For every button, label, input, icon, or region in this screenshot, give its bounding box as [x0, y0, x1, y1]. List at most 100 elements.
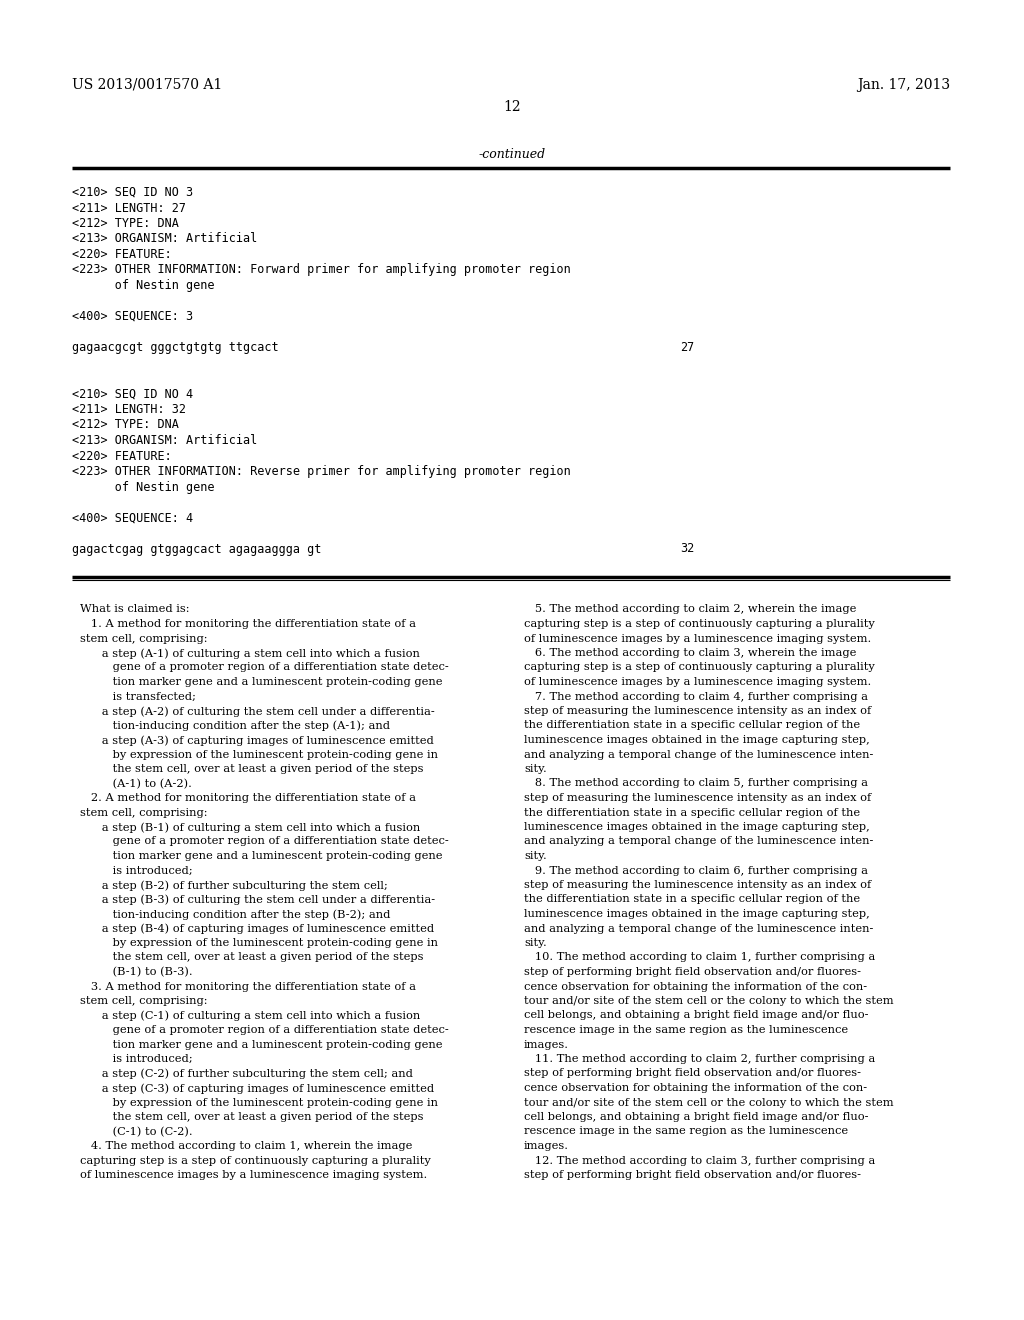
Text: of luminescence images by a luminescence imaging system.: of luminescence images by a luminescence… [524, 677, 871, 686]
Text: a step (C-1) of culturing a stem cell into which a fusion: a step (C-1) of culturing a stem cell in… [80, 1011, 420, 1022]
Text: -continued: -continued [478, 148, 546, 161]
Text: 9. The method according to claim 6, further comprising a: 9. The method according to claim 6, furt… [524, 866, 868, 875]
Text: the differentiation state in a specific cellular region of the: the differentiation state in a specific … [524, 808, 860, 817]
Text: tion-inducing condition after the step (A-1); and: tion-inducing condition after the step (… [80, 721, 390, 731]
Text: <211> LENGTH: 32: <211> LENGTH: 32 [72, 403, 186, 416]
Text: <213> ORGANISM: Artificial: <213> ORGANISM: Artificial [72, 232, 257, 246]
Text: 3. A method for monitoring the differentiation state of a: 3. A method for monitoring the different… [80, 982, 416, 991]
Text: a step (B-1) of culturing a stem cell into which a fusion: a step (B-1) of culturing a stem cell in… [80, 822, 420, 833]
Text: tion-inducing condition after the step (B-2); and: tion-inducing condition after the step (… [80, 909, 390, 920]
Text: cell belongs, and obtaining a bright field image and/or fluo-: cell belongs, and obtaining a bright fie… [524, 1111, 868, 1122]
Text: 32: 32 [680, 543, 694, 556]
Text: 5. The method according to claim 2, wherein the image: 5. The method according to claim 2, wher… [524, 605, 856, 615]
Text: 6. The method according to claim 3, wherein the image: 6. The method according to claim 3, wher… [524, 648, 856, 657]
Text: a step (C-2) of further subculturing the stem cell; and: a step (C-2) of further subculturing the… [80, 1068, 413, 1078]
Text: 2. A method for monitoring the differentiation state of a: 2. A method for monitoring the different… [80, 793, 416, 803]
Text: (A-1) to (A-2).: (A-1) to (A-2). [80, 779, 191, 789]
Text: the stem cell, over at least a given period of the steps: the stem cell, over at least a given per… [80, 764, 424, 774]
Text: of Nestin gene: of Nestin gene [72, 480, 214, 494]
Text: gene of a promoter region of a differentiation state detec-: gene of a promoter region of a different… [80, 663, 449, 672]
Text: step of performing bright field observation and/or fluores-: step of performing bright field observat… [524, 968, 861, 977]
Text: a step (B-3) of culturing the stem cell under a differentia-: a step (B-3) of culturing the stem cell … [80, 895, 435, 906]
Text: <400> SEQUENCE: 4: <400> SEQUENCE: 4 [72, 511, 194, 524]
Text: Jan. 17, 2013: Jan. 17, 2013 [857, 78, 950, 92]
Text: sity.: sity. [524, 851, 547, 861]
Text: is introduced;: is introduced; [80, 866, 193, 875]
Text: <400> SEQUENCE: 3: <400> SEQUENCE: 3 [72, 310, 194, 323]
Text: <223> OTHER INFORMATION: Forward primer for amplifying promoter region: <223> OTHER INFORMATION: Forward primer … [72, 264, 570, 276]
Text: <213> ORGANISM: Artificial: <213> ORGANISM: Artificial [72, 434, 257, 447]
Text: 12: 12 [503, 100, 521, 114]
Text: 4. The method according to claim 1, wherein the image: 4. The method according to claim 1, wher… [80, 1140, 413, 1151]
Text: is introduced;: is introduced; [80, 1053, 193, 1064]
Text: 27: 27 [680, 341, 694, 354]
Text: luminescence images obtained in the image capturing step,: luminescence images obtained in the imag… [524, 822, 869, 832]
Text: 10. The method according to claim 1, further comprising a: 10. The method according to claim 1, fur… [524, 953, 876, 962]
Text: stem cell, comprising:: stem cell, comprising: [80, 808, 208, 817]
Text: rescence image in the same region as the luminescence: rescence image in the same region as the… [524, 1126, 848, 1137]
Text: capturing step is a step of continuously capturing a plurality: capturing step is a step of continuously… [524, 619, 874, 630]
Text: 7. The method according to claim 4, further comprising a: 7. The method according to claim 4, furt… [524, 692, 868, 701]
Text: sity.: sity. [524, 764, 547, 774]
Text: a step (B-4) of capturing images of luminescence emitted: a step (B-4) of capturing images of lumi… [80, 924, 434, 935]
Text: stem cell, comprising:: stem cell, comprising: [80, 997, 208, 1006]
Text: the differentiation state in a specific cellular region of the: the differentiation state in a specific … [524, 721, 860, 730]
Text: a step (A-2) of culturing the stem cell under a differentia-: a step (A-2) of culturing the stem cell … [80, 706, 435, 717]
Text: by expression of the luminescent protein-coding gene in: by expression of the luminescent protein… [80, 939, 438, 948]
Text: step of measuring the luminescence intensity as an index of: step of measuring the luminescence inten… [524, 793, 871, 803]
Text: (B-1) to (B-3).: (B-1) to (B-3). [80, 968, 193, 977]
Text: <223> OTHER INFORMATION: Reverse primer for amplifying promoter region: <223> OTHER INFORMATION: Reverse primer … [72, 465, 570, 478]
Text: the stem cell, over at least a given period of the steps: the stem cell, over at least a given per… [80, 953, 424, 962]
Text: cell belongs, and obtaining a bright field image and/or fluo-: cell belongs, and obtaining a bright fie… [524, 1011, 868, 1020]
Text: cence observation for obtaining the information of the con-: cence observation for obtaining the info… [524, 1082, 867, 1093]
Text: tion marker gene and a luminescent protein-coding gene: tion marker gene and a luminescent prote… [80, 677, 442, 686]
Text: gagactcgag gtggagcact agagaaggga gt: gagactcgag gtggagcact agagaaggga gt [72, 543, 322, 556]
Text: 1. A method for monitoring the differentiation state of a: 1. A method for monitoring the different… [80, 619, 416, 630]
Text: 8. The method according to claim 5, further comprising a: 8. The method according to claim 5, furt… [524, 779, 868, 788]
Text: step of performing bright field observation and/or fluores-: step of performing bright field observat… [524, 1068, 861, 1078]
Text: images.: images. [524, 1040, 569, 1049]
Text: and analyzing a temporal change of the luminescence inten-: and analyzing a temporal change of the l… [524, 750, 873, 759]
Text: rescence image in the same region as the luminescence: rescence image in the same region as the… [524, 1026, 848, 1035]
Text: sity.: sity. [524, 939, 547, 948]
Text: the stem cell, over at least a given period of the steps: the stem cell, over at least a given per… [80, 1111, 424, 1122]
Text: the differentiation state in a specific cellular region of the: the differentiation state in a specific … [524, 895, 860, 904]
Text: images.: images. [524, 1140, 569, 1151]
Text: a step (A-1) of culturing a stem cell into which a fusion: a step (A-1) of culturing a stem cell in… [80, 648, 420, 659]
Text: and analyzing a temporal change of the luminescence inten-: and analyzing a temporal change of the l… [524, 837, 873, 846]
Text: <210> SEQ ID NO 3: <210> SEQ ID NO 3 [72, 186, 194, 199]
Text: 12. The method according to claim 3, further comprising a: 12. The method according to claim 3, fur… [524, 1155, 876, 1166]
Text: <220> FEATURE:: <220> FEATURE: [72, 450, 172, 462]
Text: capturing step is a step of continuously capturing a plurality: capturing step is a step of continuously… [80, 1155, 431, 1166]
Text: a step (A-3) of capturing images of luminescence emitted: a step (A-3) of capturing images of lumi… [80, 735, 434, 746]
Text: <212> TYPE: DNA: <212> TYPE: DNA [72, 216, 179, 230]
Text: 11. The method according to claim 2, further comprising a: 11. The method according to claim 2, fur… [524, 1053, 876, 1064]
Text: tour and/or site of the stem cell or the colony to which the stem: tour and/or site of the stem cell or the… [524, 997, 894, 1006]
Text: cence observation for obtaining the information of the con-: cence observation for obtaining the info… [524, 982, 867, 991]
Text: luminescence images obtained in the image capturing step,: luminescence images obtained in the imag… [524, 735, 869, 744]
Text: step of performing bright field observation and/or fluores-: step of performing bright field observat… [524, 1170, 861, 1180]
Text: a step (B-2) of further subculturing the stem cell;: a step (B-2) of further subculturing the… [80, 880, 388, 891]
Text: a step (C-3) of capturing images of luminescence emitted: a step (C-3) of capturing images of lumi… [80, 1082, 434, 1093]
Text: of luminescence images by a luminescence imaging system.: of luminescence images by a luminescence… [80, 1170, 427, 1180]
Text: step of measuring the luminescence intensity as an index of: step of measuring the luminescence inten… [524, 706, 871, 715]
Text: US 2013/0017570 A1: US 2013/0017570 A1 [72, 78, 222, 92]
Text: by expression of the luminescent protein-coding gene in: by expression of the luminescent protein… [80, 750, 438, 759]
Text: tion marker gene and a luminescent protein-coding gene: tion marker gene and a luminescent prote… [80, 1040, 442, 1049]
Text: <211> LENGTH: 27: <211> LENGTH: 27 [72, 202, 186, 214]
Text: <212> TYPE: DNA: <212> TYPE: DNA [72, 418, 179, 432]
Text: What is claimed is:: What is claimed is: [80, 605, 189, 615]
Text: of Nestin gene: of Nestin gene [72, 279, 214, 292]
Text: (C-1) to (C-2).: (C-1) to (C-2). [80, 1126, 193, 1137]
Text: by expression of the luminescent protein-coding gene in: by expression of the luminescent protein… [80, 1097, 438, 1107]
Text: step of measuring the luminescence intensity as an index of: step of measuring the luminescence inten… [524, 880, 871, 890]
Text: tour and/or site of the stem cell or the colony to which the stem: tour and/or site of the stem cell or the… [524, 1097, 894, 1107]
Text: gene of a promoter region of a differentiation state detec-: gene of a promoter region of a different… [80, 837, 449, 846]
Text: and analyzing a temporal change of the luminescence inten-: and analyzing a temporal change of the l… [524, 924, 873, 933]
Text: capturing step is a step of continuously capturing a plurality: capturing step is a step of continuously… [524, 663, 874, 672]
Text: <210> SEQ ID NO 4: <210> SEQ ID NO 4 [72, 388, 194, 400]
Text: gagaacgcgt gggctgtgtg ttgcact: gagaacgcgt gggctgtgtg ttgcact [72, 341, 279, 354]
Text: luminescence images obtained in the image capturing step,: luminescence images obtained in the imag… [524, 909, 869, 919]
Text: gene of a promoter region of a differentiation state detec-: gene of a promoter region of a different… [80, 1026, 449, 1035]
Text: <220> FEATURE:: <220> FEATURE: [72, 248, 172, 261]
